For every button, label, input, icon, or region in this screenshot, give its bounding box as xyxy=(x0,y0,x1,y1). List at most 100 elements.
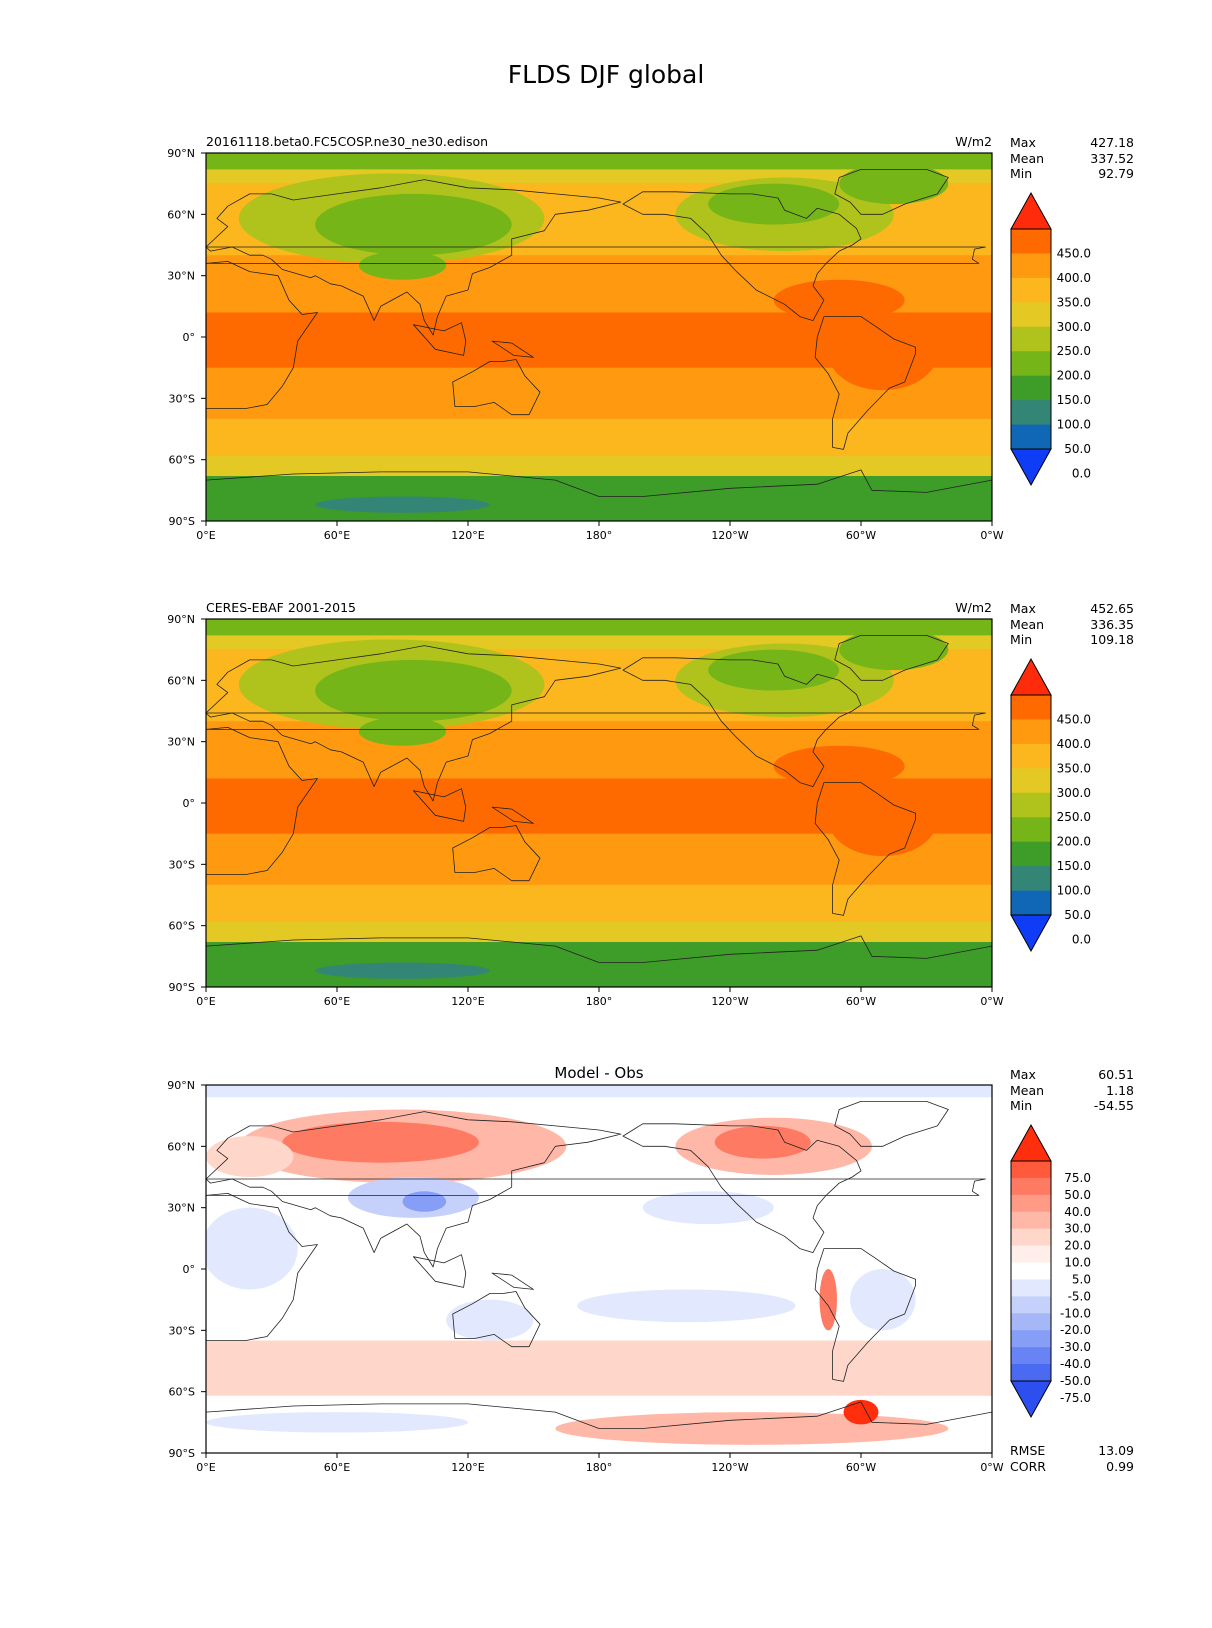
stat-label: Max xyxy=(1010,135,1036,150)
colorbar-extend-min xyxy=(1010,448,1052,487)
panel-svg: 0°E 60°E 120°E 180° 120°W 60°W 0°W 90°N 60°N 30°N… xyxy=(167,134,1091,542)
colorbar-label: 20.0 xyxy=(1064,1239,1091,1253)
colorbar-extend-min xyxy=(1010,914,1052,953)
x-tick-label: 60°E xyxy=(324,1461,350,1474)
field-siberia xyxy=(315,193,512,256)
x-tick-label: 60°E xyxy=(324,529,350,542)
stat-row: Min 92.79 xyxy=(1010,166,1134,182)
colorbar-label: 250.0 xyxy=(1057,344,1091,358)
stat-value: 427.18 xyxy=(1090,135,1134,150)
colorbar-swatch xyxy=(1011,229,1051,254)
x-tick-label: 60°E xyxy=(324,995,350,1008)
colorbar-label: 350.0 xyxy=(1057,761,1091,775)
y-tick-label: 90°N xyxy=(167,147,195,160)
stat-value: 13.09 xyxy=(1098,1443,1134,1458)
colorbar-swatch xyxy=(1011,1330,1051,1348)
field-canada xyxy=(708,649,840,691)
coastline xyxy=(206,1192,318,1342)
stat-value: 109.18 xyxy=(1090,632,1134,647)
panel-obs: 0°E 60°E 120°E 180° 120°W 60°W 0°W 90°N 60°N 30°N… xyxy=(0,591,1212,1011)
stat-row: Min -54.55 xyxy=(1010,1098,1134,1114)
colorbar-label: 400.0 xyxy=(1057,271,1091,285)
colorbar-swatch xyxy=(1011,424,1051,450)
colorbar-label: 0.0 xyxy=(1072,466,1091,480)
colorbar-swatch xyxy=(1011,253,1051,279)
field-antarctic xyxy=(206,942,992,987)
coastline xyxy=(814,782,916,916)
y-tick-label: 30°N xyxy=(167,736,195,749)
colorbar-label: 300.0 xyxy=(1057,786,1091,800)
map-field xyxy=(206,619,992,987)
colorbar-swatch xyxy=(1011,1364,1051,1382)
colorbar-label: -10.0 xyxy=(1060,1306,1091,1320)
colorbar-swatch xyxy=(1011,841,1051,867)
field-warm-africa xyxy=(206,778,294,828)
y-tick-label: 0° xyxy=(183,1263,196,1276)
coastline xyxy=(834,635,949,681)
field-europe-positive xyxy=(206,1136,294,1177)
colorbar-label: 250.0 xyxy=(1057,810,1091,824)
field-siberia xyxy=(315,659,512,722)
y-tick-label: 30°N xyxy=(167,1202,195,1215)
coastline xyxy=(206,469,992,521)
y-tick-label: 60°N xyxy=(167,1140,195,1153)
stat-value: 337.52 xyxy=(1090,150,1134,166)
stat-label: Min xyxy=(1010,166,1033,181)
y-tick-label: 60°S xyxy=(169,920,195,933)
stat-row: Max 60.51 xyxy=(1010,1067,1134,1083)
colorbar-frame xyxy=(1010,228,1052,450)
coastline xyxy=(206,1178,986,1196)
colorbar-swatch xyxy=(1011,866,1051,891)
colorbar-label: 100.0 xyxy=(1057,418,1091,432)
colorbar-swatch xyxy=(1011,400,1051,425)
y-tick-label: 60°S xyxy=(169,454,195,467)
field-band-south-high xyxy=(206,921,992,943)
y-tick-label: 30°S xyxy=(169,858,195,871)
colorbar-label: 100.0 xyxy=(1057,884,1091,898)
colorbar-swatch xyxy=(1011,1228,1051,1247)
x-tick-label: 0°W xyxy=(980,529,1003,542)
colorbar-swatch xyxy=(1011,1313,1051,1331)
stat-label: Mean xyxy=(1010,616,1045,632)
x-tick-label: 120°W xyxy=(711,1461,748,1474)
colorbar-swatch xyxy=(1011,326,1051,352)
colorbar-swatch xyxy=(1011,890,1051,916)
x-tick-label: 0°W xyxy=(980,1461,1003,1474)
stat-value: 60.51 xyxy=(1098,1067,1134,1082)
y-tick-label: 0° xyxy=(183,797,196,810)
stat-row: Mean 1.18 xyxy=(1010,1083,1134,1099)
field-greenland xyxy=(839,629,949,671)
coastlines xyxy=(206,169,992,521)
colorbar-label: -50.0 xyxy=(1060,1374,1091,1388)
colorbar-swatch xyxy=(1011,1245,1051,1263)
y-tick-label: 60°N xyxy=(167,674,195,687)
colorbar-swatch xyxy=(1011,1296,1051,1314)
coastline xyxy=(206,246,986,264)
field-south-america-negative xyxy=(850,1269,916,1331)
y-tick-label: 0° xyxy=(183,331,196,344)
colorbar-extend-min xyxy=(1010,1380,1052,1419)
colorbar-frame xyxy=(1010,1160,1052,1382)
y-tick-label: 90°N xyxy=(167,1079,195,1092)
field-antarctic-plateau xyxy=(315,496,490,513)
field-tibet xyxy=(358,251,447,280)
colorbar: 75.0 50.0 40.0 30.0 20.0 10.0 5.0 -5.0 -10.0 -20.… xyxy=(1010,1123,1091,1419)
colorbar-swatch xyxy=(1011,1279,1051,1297)
y-tick-label: 60°S xyxy=(169,1386,195,1399)
colorbar-label: -5.0 xyxy=(1068,1289,1091,1303)
coastline xyxy=(834,169,949,215)
stat-value: 92.79 xyxy=(1098,166,1134,181)
coastlines xyxy=(206,1101,992,1453)
colorbar-label: 50.0 xyxy=(1064,908,1091,922)
field-north-pacific-negative xyxy=(642,1191,774,1225)
colorbar-label: 150.0 xyxy=(1057,859,1091,873)
x-tick-label: 120°W xyxy=(711,529,748,542)
coastline xyxy=(206,726,318,876)
field-antarctic xyxy=(206,476,992,521)
map-field xyxy=(206,153,992,521)
x-tick-label: 180° xyxy=(586,1461,613,1474)
coastline xyxy=(834,1101,949,1147)
y-tick-label: 60°N xyxy=(167,208,195,221)
x-tick-label: 180° xyxy=(586,995,613,1008)
colorbar-label: -30.0 xyxy=(1060,1340,1091,1354)
